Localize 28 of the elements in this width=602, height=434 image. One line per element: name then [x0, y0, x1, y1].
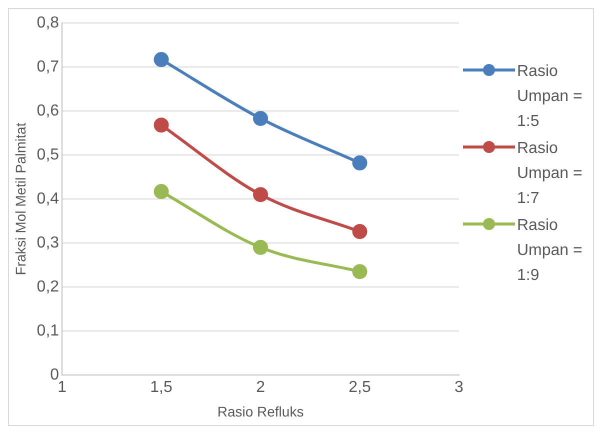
x-tick-label: 2: [256, 379, 266, 396]
y-tick-label: 0,8: [36, 14, 60, 32]
x-tick-label: 3: [454, 379, 464, 396]
point: [352, 155, 368, 170]
point: [154, 118, 169, 133]
x-tick-label: 1,5: [150, 379, 172, 396]
y-tick-label: 0,4: [36, 190, 60, 208]
point: [253, 187, 268, 202]
legend-label: Rasio Umpan = 1:7: [517, 139, 584, 209]
y-tick-label: 0,7: [36, 58, 60, 76]
legend-label: Rasio Umpan = 1:9: [517, 216, 584, 286]
y-axis-title: Fraksi Mol Metil Palmitat: [12, 122, 28, 276]
y-tick-label: 0: [50, 366, 60, 384]
x-tick-label: 1: [58, 379, 67, 396]
y-tick-label: 0,3: [36, 234, 60, 252]
point: [253, 240, 268, 255]
point: [253, 110, 268, 126]
legend-label: Rasio Umpan = 1:5: [517, 62, 584, 132]
x-axis-title: Rasio Refluks: [217, 403, 304, 420]
y-tick-label: 0,6: [36, 102, 60, 120]
point: [352, 224, 368, 240]
y-tick-label: 0,1: [36, 322, 60, 340]
point: [154, 184, 169, 200]
x-tick-label: 2,5: [348, 379, 371, 396]
y-tick-label: 0,5: [36, 146, 60, 164]
point: [352, 264, 368, 280]
point: [154, 52, 169, 68]
y-tick-label: 0,2: [36, 278, 60, 296]
